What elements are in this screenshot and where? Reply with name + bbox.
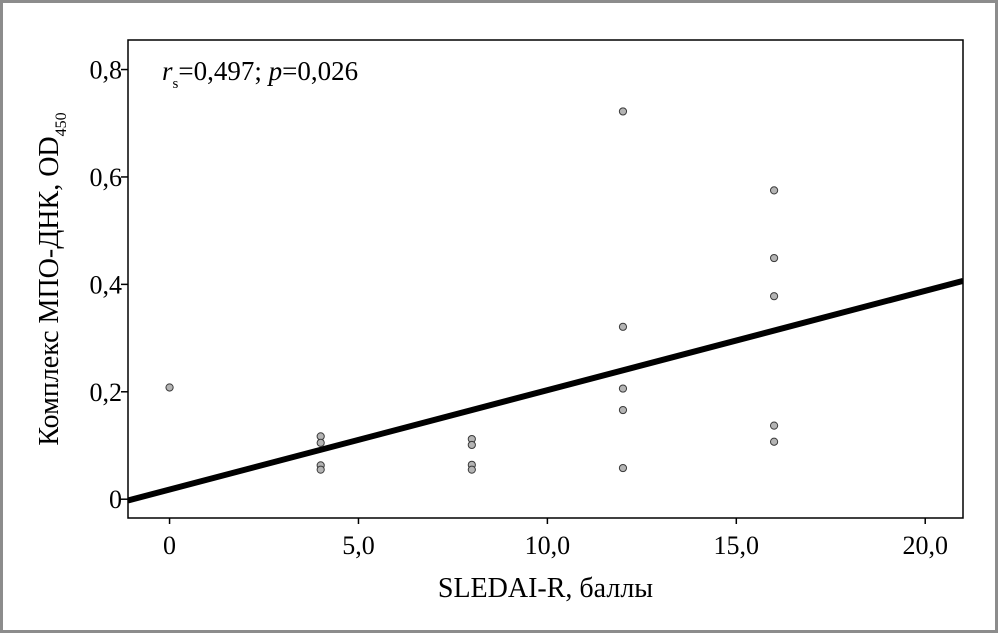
p-symbol: p <box>267 56 283 86</box>
x-tick-label: 20,0 <box>902 531 948 560</box>
x-tick-label: 10,0 <box>525 531 571 560</box>
data-point <box>618 463 628 473</box>
data-point <box>769 253 779 263</box>
correlation-annotation: rs=0,497; p=0,026 <box>162 56 358 92</box>
y-axis-label: Комплекс МПО-ДНК, OD450 <box>34 112 70 445</box>
x-axis-label: SLEDAI-R, баллы <box>438 573 653 604</box>
regression-line <box>128 277 963 504</box>
r-symbol: r <box>162 56 173 86</box>
y-axis: 0 0,2 0,4 0,6 0,8 <box>90 56 128 514</box>
r-value: =0,497; <box>178 56 268 86</box>
data-point <box>769 292 779 301</box>
p-value: =0,026 <box>282 56 358 86</box>
data-point <box>467 465 476 474</box>
y-tick-label: 0,8 <box>90 56 123 85</box>
x-axis: 0 5,0 10,0 15,0 20,0 <box>163 518 948 560</box>
y-tick-label: 0,4 <box>90 270 123 299</box>
data-point <box>618 322 628 331</box>
y-axis-label-subscript: 450 <box>53 112 70 136</box>
data-points <box>165 107 779 474</box>
y-axis-label-text: Комплекс МПО-ДНК, OD <box>34 136 65 445</box>
data-point <box>618 384 628 393</box>
data-point <box>618 405 628 415</box>
y-tick-label: 0,2 <box>90 378 123 407</box>
x-tick-label: 0 <box>163 531 176 560</box>
plot-area <box>127 39 964 519</box>
data-point <box>316 438 325 447</box>
r-subscript: s <box>173 76 179 92</box>
x-tick-label: 15,0 <box>714 531 760 560</box>
data-point <box>618 107 628 116</box>
y-tick-label: 0 <box>109 485 122 514</box>
y-tick-label: 0,6 <box>90 163 123 192</box>
data-point <box>769 421 779 430</box>
data-point <box>467 440 476 450</box>
data-point <box>165 383 174 392</box>
x-tick-label: 5,0 <box>342 531 375 560</box>
data-point <box>316 465 325 474</box>
data-point <box>769 186 779 195</box>
data-point <box>769 437 779 446</box>
